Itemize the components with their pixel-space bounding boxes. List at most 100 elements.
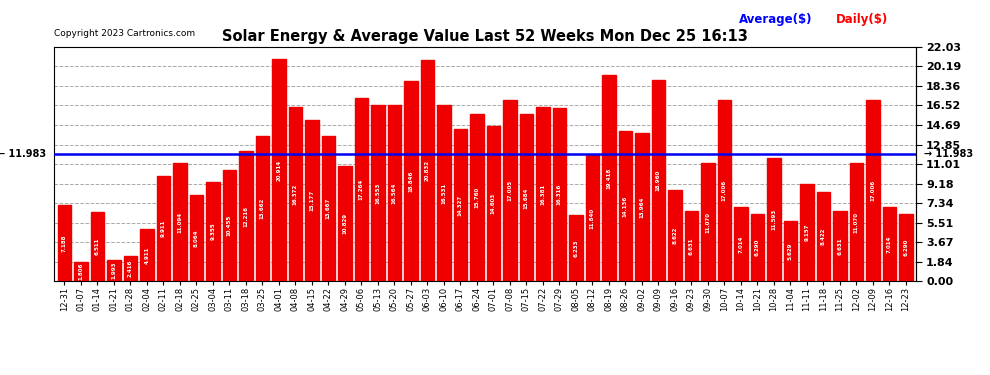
Text: 11.070: 11.070 bbox=[853, 212, 859, 233]
Text: 16.553: 16.553 bbox=[375, 183, 380, 204]
Bar bbox=[849, 164, 863, 281]
Text: 6.631: 6.631 bbox=[838, 237, 842, 255]
Bar bbox=[486, 126, 500, 281]
Text: 2.416: 2.416 bbox=[128, 260, 133, 277]
Bar bbox=[585, 155, 599, 281]
Text: 20.914: 20.914 bbox=[276, 159, 281, 180]
Text: 6.511: 6.511 bbox=[95, 238, 100, 255]
Text: 8.622: 8.622 bbox=[672, 227, 677, 244]
Text: 9.355: 9.355 bbox=[210, 223, 216, 240]
Bar bbox=[453, 129, 467, 281]
Text: 14.603: 14.603 bbox=[491, 193, 496, 214]
Text: 15.684: 15.684 bbox=[524, 187, 529, 209]
Text: 18.846: 18.846 bbox=[408, 170, 414, 192]
Bar bbox=[91, 212, 104, 281]
Text: Daily($): Daily($) bbox=[836, 13, 888, 26]
Text: 9.157: 9.157 bbox=[804, 224, 810, 241]
Text: → 11.983: → 11.983 bbox=[925, 149, 973, 159]
Bar bbox=[783, 221, 797, 281]
Text: 14.327: 14.327 bbox=[457, 194, 463, 216]
Text: 16.372: 16.372 bbox=[293, 183, 298, 205]
Text: 7.014: 7.014 bbox=[739, 235, 743, 253]
Bar bbox=[57, 205, 71, 281]
Bar bbox=[189, 195, 203, 281]
Bar bbox=[404, 81, 418, 281]
Bar bbox=[602, 75, 616, 281]
Text: 11.070: 11.070 bbox=[705, 212, 711, 233]
Bar bbox=[636, 133, 648, 281]
Text: Average($): Average($) bbox=[740, 13, 813, 26]
Text: 11.593: 11.593 bbox=[771, 209, 776, 230]
Bar bbox=[536, 107, 549, 281]
Text: 9.911: 9.911 bbox=[160, 220, 166, 237]
Text: 10.455: 10.455 bbox=[227, 215, 232, 236]
Text: 6.290: 6.290 bbox=[903, 239, 909, 256]
Bar bbox=[569, 215, 582, 281]
Bar bbox=[817, 192, 830, 281]
Text: 20.832: 20.832 bbox=[425, 160, 430, 181]
Text: 13.667: 13.667 bbox=[326, 198, 331, 219]
Bar bbox=[899, 214, 913, 281]
Text: 7.014: 7.014 bbox=[887, 235, 892, 253]
Bar bbox=[750, 214, 764, 281]
Bar bbox=[552, 108, 566, 281]
Text: 17.006: 17.006 bbox=[722, 180, 727, 201]
Text: 13.662: 13.662 bbox=[259, 198, 265, 219]
Text: 1.806: 1.806 bbox=[78, 263, 83, 280]
Bar bbox=[107, 260, 121, 281]
Text: 6.290: 6.290 bbox=[754, 239, 760, 256]
Bar bbox=[322, 136, 335, 281]
Text: 1.993: 1.993 bbox=[111, 262, 117, 279]
Bar bbox=[651, 80, 665, 281]
Bar bbox=[74, 262, 87, 281]
Bar bbox=[272, 59, 285, 281]
Text: 19.418: 19.418 bbox=[606, 167, 612, 189]
Bar bbox=[141, 229, 153, 281]
Bar bbox=[734, 207, 747, 281]
Bar bbox=[305, 120, 319, 281]
Bar bbox=[239, 151, 252, 281]
Text: 16.381: 16.381 bbox=[541, 183, 545, 205]
Bar bbox=[470, 114, 483, 281]
Bar bbox=[668, 189, 681, 281]
Bar bbox=[371, 105, 384, 281]
Text: 16.531: 16.531 bbox=[442, 183, 446, 204]
Bar bbox=[173, 163, 186, 281]
Bar bbox=[156, 176, 170, 281]
Text: 7.188: 7.188 bbox=[61, 234, 67, 252]
Bar bbox=[718, 100, 731, 281]
Text: 6.233: 6.233 bbox=[573, 239, 578, 257]
Bar bbox=[255, 136, 269, 281]
Text: 17.005: 17.005 bbox=[507, 180, 513, 201]
Bar bbox=[767, 158, 780, 281]
Text: 16.316: 16.316 bbox=[556, 184, 562, 205]
Text: 15.177: 15.177 bbox=[309, 190, 315, 211]
Text: 8.064: 8.064 bbox=[194, 230, 199, 247]
Bar bbox=[883, 207, 896, 281]
Text: 8.422: 8.422 bbox=[821, 228, 826, 245]
Text: 17.264: 17.264 bbox=[358, 179, 364, 200]
Title: Solar Energy & Average Value Last 52 Weeks Mon Dec 25 16:13: Solar Energy & Average Value Last 52 Wee… bbox=[222, 29, 748, 44]
Bar bbox=[387, 105, 401, 281]
Text: Copyright 2023 Cartronics.com: Copyright 2023 Cartronics.com bbox=[54, 28, 196, 38]
Bar bbox=[354, 98, 368, 281]
Text: 12.216: 12.216 bbox=[244, 206, 248, 227]
Text: 11.094: 11.094 bbox=[177, 211, 182, 233]
Text: 5.629: 5.629 bbox=[788, 243, 793, 260]
Bar bbox=[800, 184, 814, 281]
Text: 6.631: 6.631 bbox=[689, 237, 694, 255]
Bar bbox=[338, 166, 351, 281]
Bar bbox=[223, 170, 236, 281]
Text: 14.136: 14.136 bbox=[623, 195, 628, 217]
Bar bbox=[701, 164, 715, 281]
Bar bbox=[503, 100, 517, 281]
Bar bbox=[866, 100, 879, 281]
Bar bbox=[520, 114, 533, 281]
Text: ← 11.983: ← 11.983 bbox=[0, 149, 46, 159]
Text: 16.564: 16.564 bbox=[392, 183, 397, 204]
Bar bbox=[833, 211, 846, 281]
Bar bbox=[288, 107, 302, 281]
Bar bbox=[619, 131, 632, 281]
Text: 10.829: 10.829 bbox=[343, 213, 347, 234]
Bar bbox=[421, 60, 434, 281]
